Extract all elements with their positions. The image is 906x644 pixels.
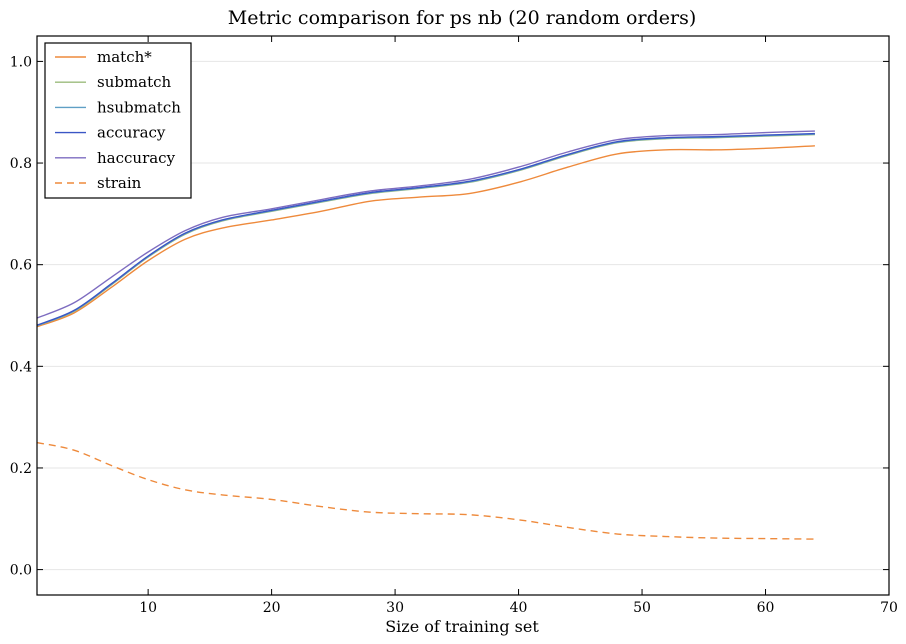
legend: match* submatch hsubmatch accuracy haccuracy…	[44, 42, 192, 199]
legend-label: hsubmatch	[97, 98, 181, 116]
x-axis-label: Size of training set	[385, 617, 539, 636]
y-tick-label: 1.0	[10, 54, 32, 70]
axis-ticks: 0.0 0.2 0.4 0.6 0.8 1.0 10 20 30 40 50 60 70	[10, 36, 898, 616]
y-tick-label: 0.0	[10, 563, 32, 579]
legend-label: haccuracy	[97, 149, 176, 167]
plot-frame	[36, 35, 890, 596]
x-tick-label: 60	[757, 600, 775, 616]
y-tick-label: 0.2	[10, 461, 32, 477]
y-tick-label: 0.4	[10, 359, 32, 375]
legend-label: accuracy	[97, 124, 166, 142]
y-tick-label: 0.8	[10, 156, 32, 172]
series-line-match	[36, 145, 815, 328]
legend-label: strain	[97, 174, 142, 192]
x-tick-label: 50	[633, 600, 651, 616]
series-line-strain	[36, 441, 815, 540]
x-tick-label: 10	[139, 600, 157, 616]
x-tick-label: 20	[263, 600, 281, 616]
series-line-accuracy	[36, 132, 815, 326]
legend-label: submatch	[97, 73, 172, 91]
chart-title: Metric comparison for ps nb (20 random o…	[228, 7, 696, 29]
y-tick-label: 0.6	[10, 258, 32, 274]
x-tick-label: 70	[880, 600, 898, 616]
x-tick-label: 30	[386, 600, 404, 616]
x-tick-label: 40	[510, 600, 528, 616]
series-line-haccuracy	[36, 130, 815, 319]
legend-box	[44, 42, 192, 199]
legend-label: match*	[97, 48, 152, 66]
series-layer	[36, 130, 815, 540]
